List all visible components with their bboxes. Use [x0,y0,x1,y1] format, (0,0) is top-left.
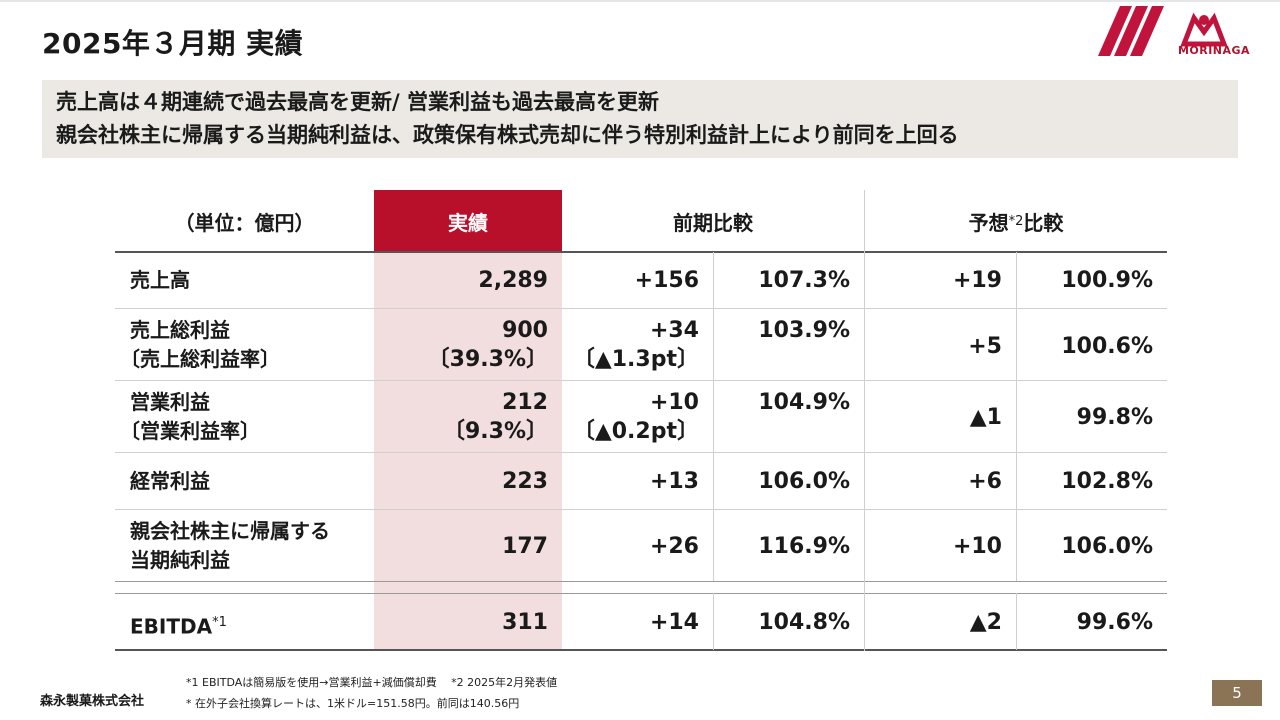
prev-diff: +34 [649,318,699,343]
prev-ratio-diff: 〔▲0.2pt〕 [572,419,699,444]
page-number: 5 [1212,680,1262,706]
forecast-diff: +6 [968,469,1002,494]
prev-pct: 104.8% [758,610,850,635]
row-divider [115,380,1167,381]
forecast-pct: 102.8% [1061,469,1153,494]
prev-pct: 107.3% [758,268,850,293]
row-divider [115,581,1167,582]
column-divider [864,190,865,651]
row-divider [115,308,1167,309]
row-divider [115,452,1167,453]
prev-diff: +156 [634,268,699,293]
prev-pct: 104.9% [758,390,850,415]
forecast-diff: +19 [952,268,1002,293]
prev-ratio-diff: 〔▲1.3pt〕 [572,347,699,372]
footnote-1: *1 EBITDAは簡易版を使用→営業利益+減価償却費 *2 2025年2月発表… [186,676,558,689]
forecast-pct: 106.0% [1061,534,1153,559]
forecast-header-sup: *2 [1008,213,1024,229]
prev-diff: +10 [649,390,699,415]
bottom-rule [115,649,1167,651]
headline-line-2: 親会社株主に帰属する当期純利益は、政策保有株式売却に伴う特別利益計上により前同を… [56,123,959,147]
row-sublabel: 〔営業利益率〕 [120,419,260,443]
actual-ratio: 〔39.3%〕 [427,347,548,372]
forecast-pct: 100.9% [1061,268,1153,293]
actual-value: 311 [502,610,548,635]
ebitda-label-text: EBITDA [130,614,213,639]
row-label-line2: 当期純利益 [130,548,230,572]
forecast-header-text: 予想 [968,210,1009,235]
forecast-pct: 99.8% [1076,405,1153,430]
actual-value: 212 [502,390,548,415]
actual-value: 900 [502,318,548,343]
row-label: 親会社株主に帰属する [130,519,330,543]
actual-header: 実績 [374,190,562,252]
actual-column-bg [374,190,562,650]
prev-diff: +14 [649,610,699,635]
forecast-compare-header: 予想 *2 比較 [865,190,1167,252]
forecast-diff: +10 [952,534,1002,559]
company-name: 森永製菓株式会社 [40,694,145,709]
actual-value: 177 [502,534,548,559]
morinaga-logo [1098,6,1228,56]
row-label: 売上高 [130,268,190,292]
prev-diff: +13 [649,469,699,494]
prev-pct: 116.9% [758,534,850,559]
forecast-pct: 100.6% [1061,334,1153,359]
ebitda-label-sup: *1 [212,615,227,630]
headline-box: 売上高は４期連続で過去最高を更新/ 営業利益も過去最高を更新 親会社株主に帰属す… [42,80,1238,158]
prev-pct: 106.0% [758,469,850,494]
actual-ratio: 〔9.3%〕 [442,419,548,444]
prev-pct: 103.9% [758,318,850,343]
headline-line-1: 売上高は４期連続で過去最高を更新/ 営業利益も過去最高を更新 [56,90,659,114]
prev-diff: +26 [649,534,699,559]
row-label: 売上総利益 [130,318,230,342]
row-label: 営業利益 [130,390,210,414]
top-border [0,0,1280,2]
row-label: 経常利益 [130,469,210,493]
column-divider [713,252,714,581]
row-divider [115,509,1167,510]
row-sublabel: 〔売上総利益率〕 [120,347,280,371]
forecast-diff: ▲2 [969,610,1002,635]
forecast-diff: +5 [968,334,1002,359]
header-rule [115,251,1167,253]
forecast-header-tail: 比較 [1023,210,1064,235]
forecast-pct: 99.6% [1076,610,1153,635]
unit-label: （単位：億円） [174,210,315,235]
row-divider [115,593,1167,594]
column-divider [1016,252,1017,581]
logo-wordmark: MORINAGA [1177,44,1251,57]
column-divider [713,593,714,650]
slide-title: 2025年３月期 実績 [42,27,304,60]
actual-value: 223 [502,469,548,494]
forecast-diff: ▲1 [969,405,1002,430]
ebitda-label: EBITDA*1 [130,608,227,642]
column-divider [1016,593,1017,650]
prev-compare-header: 前期比較 [673,210,753,235]
actual-value: 2,289 [478,268,548,293]
footnote-2: * 在外子会社換算レートは、1米ドル=151.58円。前同は140.56円 [186,697,520,710]
